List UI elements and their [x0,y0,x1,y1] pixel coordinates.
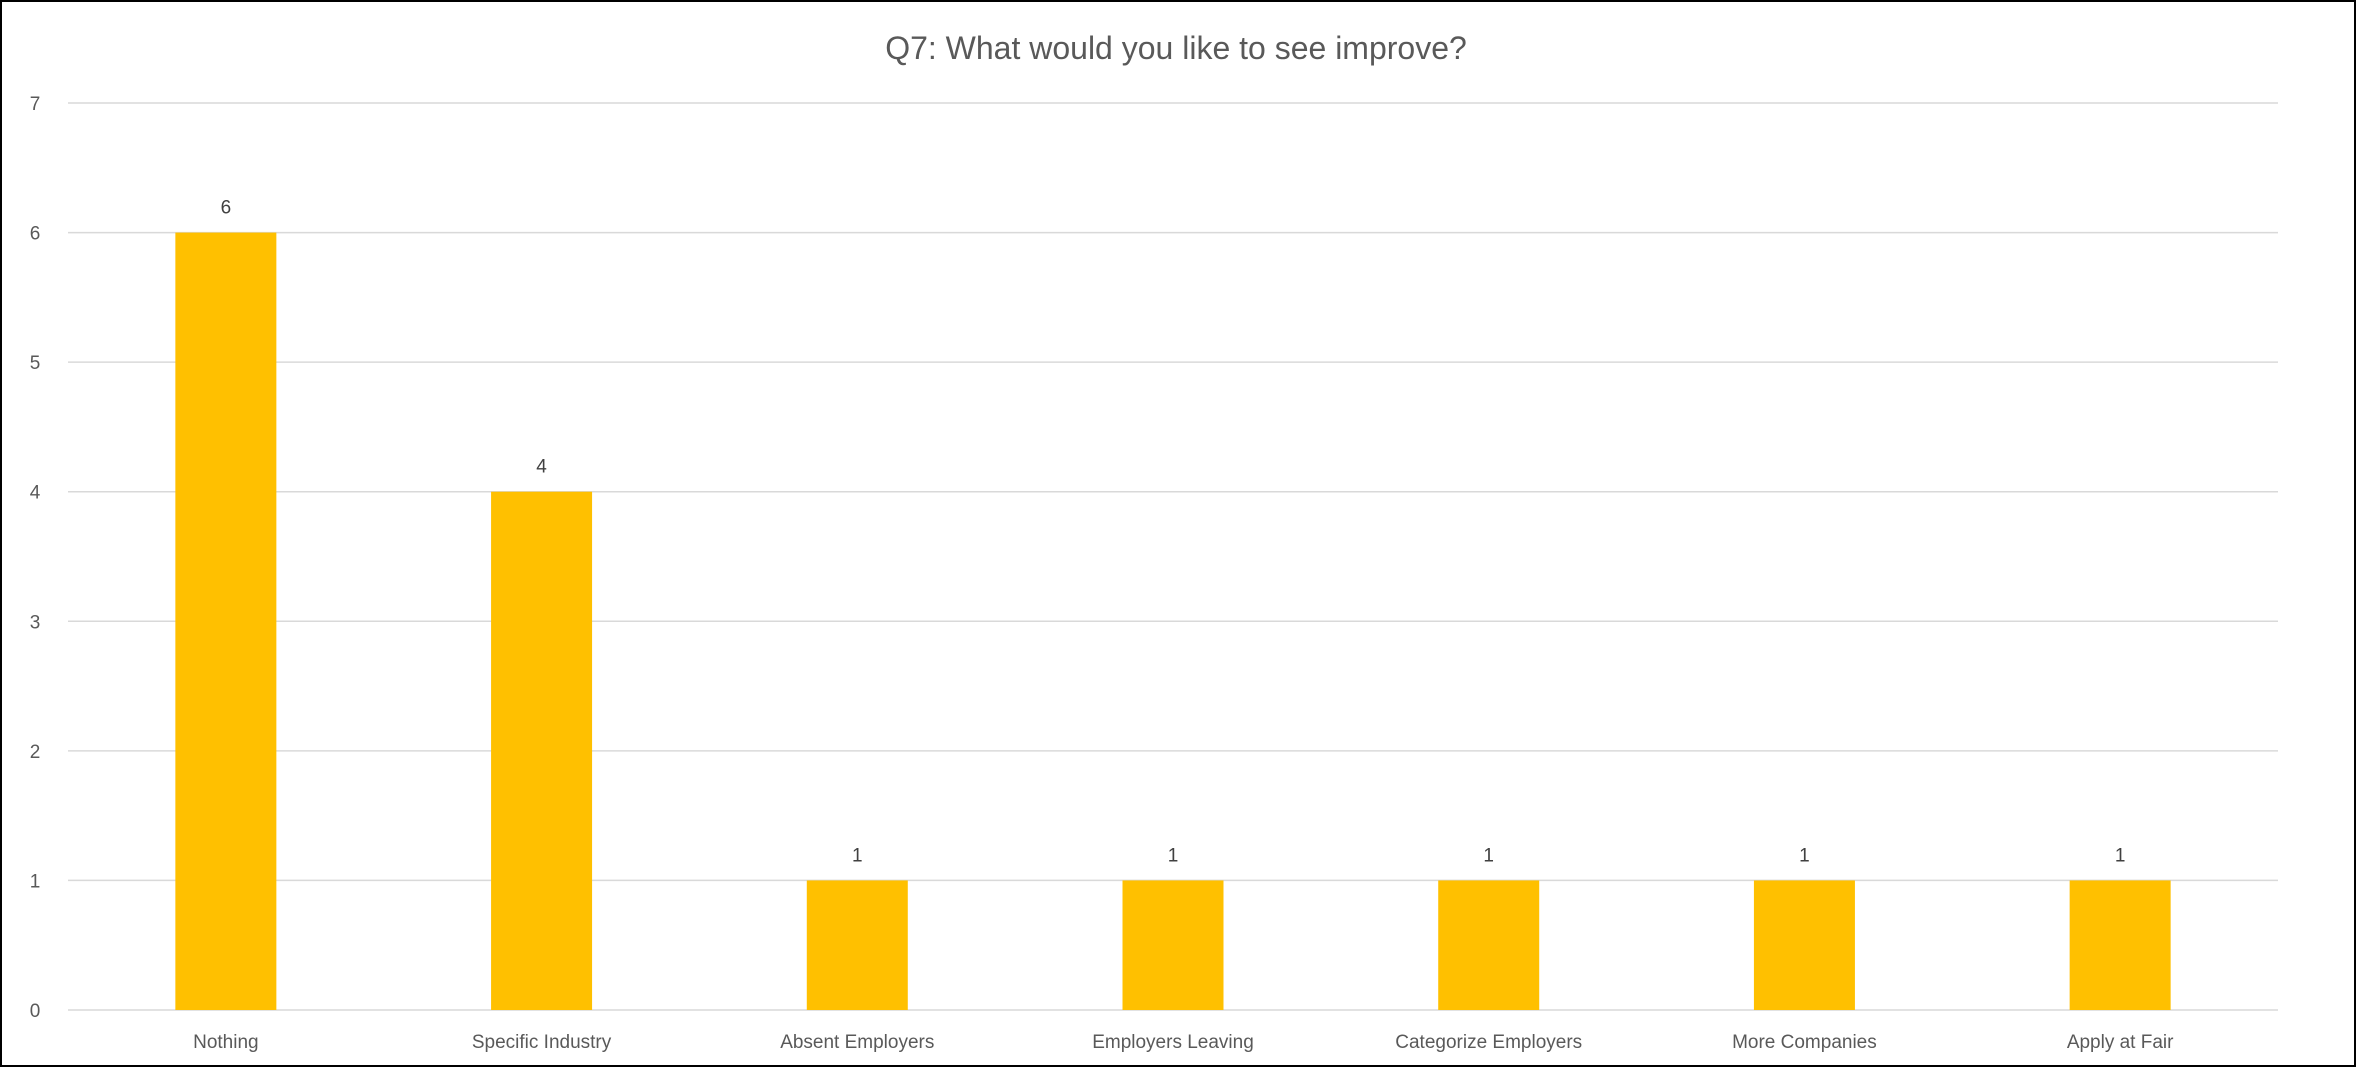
bar [2069,880,2171,1010]
x-tick-label: More Companies [1732,1032,1877,1053]
data-label: 1 [1483,845,1494,866]
x-tick-label: Absent Employers [780,1032,934,1053]
y-tick-label: 7 [30,94,41,115]
y-tick-label: 3 [30,612,41,633]
x-tick-label: Specific Industry [472,1032,612,1053]
x-tick-label: Nothing [193,1032,259,1053]
x-tick-label: Apply at Fair [2067,1032,2174,1053]
x-tick-label: Employers Leaving [1092,1032,1254,1053]
y-axis-ticks: 0 1 2 3 4 5 6 7 [30,94,41,1022]
y-tick-label: 4 [30,483,41,504]
y-tick-label: 2 [30,742,41,763]
bar [1122,880,1224,1010]
chart-title: Q7: What would you like to see improve? [885,30,1467,66]
bar [1753,880,1855,1010]
bar [175,232,277,1011]
bar [491,491,593,1010]
data-label: 1 [2115,845,2126,866]
data-label: 1 [852,845,863,866]
x-axis-labels: Nothing Specific Industry Absent Employers… [193,1032,2174,1053]
gridlines [68,102,2278,1011]
y-tick-label: 5 [30,353,41,374]
data-label: 4 [536,457,547,478]
y-tick-label: 6 [30,224,41,245]
bars [175,232,2171,1011]
data-label: 1 [1799,845,1810,866]
bar [806,880,908,1010]
data-label: 1 [1168,845,1179,866]
y-tick-label: 1 [30,871,41,892]
x-tick-label: Categorize Employers [1395,1032,1582,1053]
y-tick-label: 0 [30,1001,41,1022]
data-labels: 6 4 1 1 1 1 1 [221,198,2126,867]
data-label: 6 [221,198,232,219]
bar [1438,880,1540,1010]
